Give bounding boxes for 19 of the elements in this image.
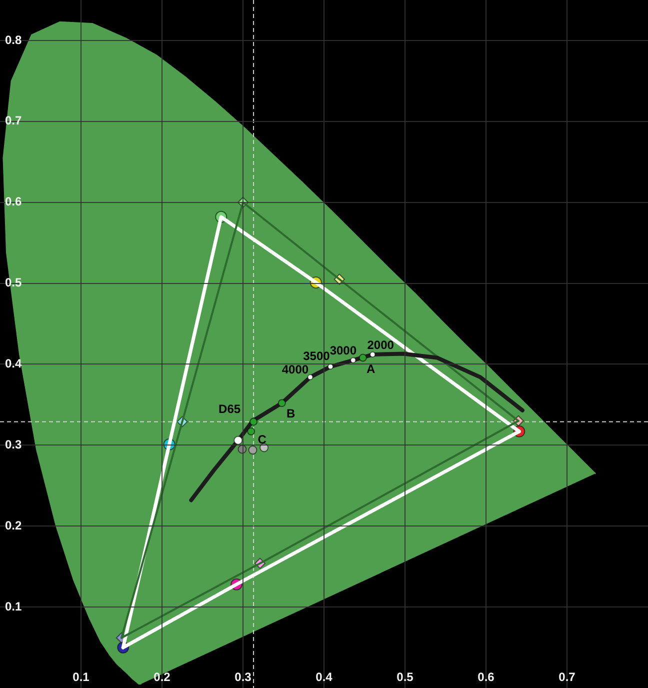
x-tick-label: 0.6 [478,670,495,684]
x-tick-label: 0.4 [316,670,333,684]
y-tick-label: 0.4 [5,356,22,371]
annotation: D65 [218,402,241,416]
annotation: A [366,362,376,376]
y-tick-label: 0.1 [5,599,22,614]
annotation: 4000 [282,362,309,376]
x-tick-label: 0.5 [396,670,414,684]
annotation: C [258,432,267,447]
y-tick-label: 0.8 [5,32,22,47]
x-tick-label: 0.1 [72,670,90,684]
x-tick-label: 0.2 [154,670,171,684]
y-tick-label: 0.2 [5,518,22,532]
x-tick-label: 0.7 [558,670,576,684]
annotation: 2000 [367,338,394,352]
annotation: B [286,406,296,420]
annotation: 3000 [330,344,357,358]
y-tick-label: 0.3 [5,437,22,452]
x-tick-label: 0.3 [234,670,252,684]
